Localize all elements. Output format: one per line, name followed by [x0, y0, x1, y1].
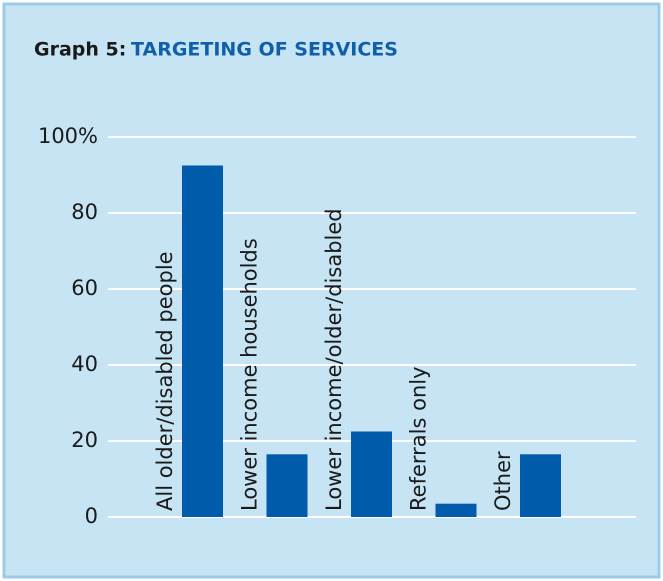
y-tick-label: 60 — [71, 276, 98, 300]
figure-label: Graph 5: — [34, 39, 126, 61]
y-tick-label: 0 — [85, 504, 98, 528]
bar — [182, 165, 223, 517]
bar — [435, 503, 477, 517]
x-tick-label: All older/disabled people — [153, 251, 177, 511]
bar — [351, 431, 392, 517]
x-tick-label: Referrals only — [407, 366, 431, 511]
bar — [520, 454, 561, 517]
bar — [266, 454, 308, 517]
y-tick-label: 20 — [71, 428, 98, 452]
x-tick-label: Lower income households — [238, 238, 262, 511]
y-tick-label: 80 — [71, 200, 98, 224]
chart-title: TARGETING OF SERVICES — [131, 39, 398, 61]
y-tick-label: 40 — [71, 352, 98, 376]
x-tick-label: Other — [491, 451, 515, 511]
y-tick-label: 100% — [38, 124, 98, 148]
x-tick-label: Lower income/older/disabled — [322, 208, 346, 511]
